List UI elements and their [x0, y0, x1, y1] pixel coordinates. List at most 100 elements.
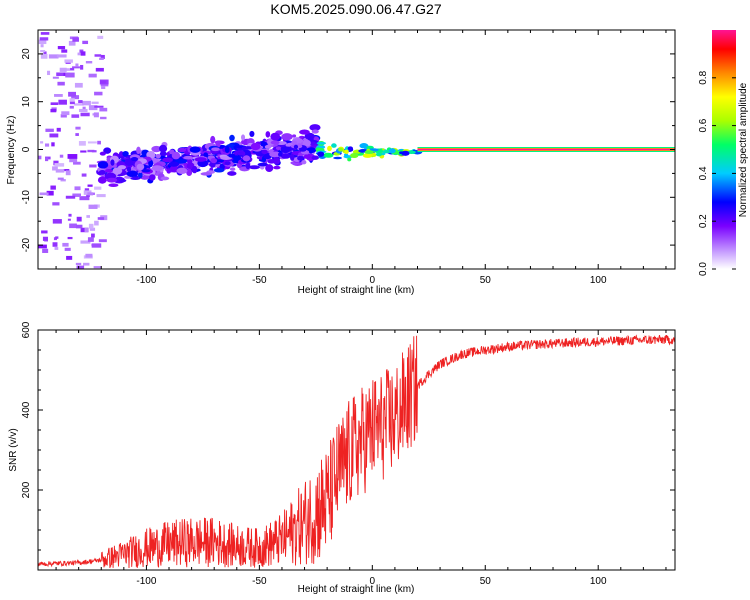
spectrogram-converging-mark	[347, 146, 354, 151]
spectrogram-band-mark	[224, 161, 231, 166]
spectrogram-band-mark	[177, 147, 187, 153]
spectrogram-band-mark	[151, 165, 163, 171]
spectrogram-band-mark	[103, 147, 112, 154]
spectrogram-noise-mark	[87, 237, 94, 242]
spectrogram-noise-mark	[50, 108, 57, 113]
spectrogram-noise-mark	[75, 262, 82, 266]
spectrogram-band-mark	[281, 133, 293, 141]
spectrogram-converging-mark	[343, 153, 349, 157]
spectrogram-noise-mark	[69, 98, 75, 102]
spectrogram-noise-mark	[94, 91, 103, 96]
spectrogram-noise-mark	[49, 133, 59, 138]
spectrogram-noise-mark	[60, 114, 67, 118]
spectrogram-noise-mark	[88, 105, 98, 111]
spectrogram-noise-mark	[88, 223, 94, 229]
spectrogram-noise-mark	[86, 215, 90, 218]
spectrogram-band-mark	[99, 151, 106, 156]
spectrogram-converging-mark	[331, 143, 337, 148]
spectrogram-noise-mark	[46, 190, 54, 196]
snr-x-tick-label: -50	[252, 576, 267, 587]
spectrogram-noise-mark	[91, 233, 95, 238]
spectrogram-noise-mark	[72, 193, 81, 197]
spectrogram-noise-mark	[67, 218, 71, 221]
spectrogram-noise-mark	[65, 195, 76, 199]
spectrogram-band-mark	[292, 134, 297, 138]
colorbar-tick-label: 0.6	[698, 118, 709, 132]
spectrogram-noise-mark	[40, 53, 48, 59]
spectrogram-noise-mark	[75, 224, 83, 229]
spectrogram-noise-mark	[80, 240, 91, 244]
spectrogram-noise-mark	[52, 219, 62, 224]
spectrogram-converging-mark	[407, 150, 416, 154]
spectrogram-noise-mark	[73, 161, 81, 165]
spectrogram-noise-mark	[56, 54, 67, 58]
spectrogram-band-mark	[158, 144, 168, 153]
spectrogram-noise-mark	[50, 102, 59, 106]
spectrogram-noise-mark	[72, 66, 80, 69]
spectrogram-band-mark	[122, 150, 129, 157]
spectrogram-band-mark	[280, 146, 291, 154]
spectrogram-band-mark	[126, 170, 139, 178]
spectrogram-noise-mark	[42, 248, 49, 253]
spectrogram-band-mark	[280, 153, 291, 159]
spectrogram-x-label: Height of straight line (km)	[298, 285, 415, 296]
spectrogram-noise-mark	[62, 242, 69, 247]
spectrogram-noise-mark	[50, 185, 56, 190]
spectrogram-band-mark	[213, 167, 225, 173]
spectrogram-noise-mark	[53, 160, 59, 166]
spectrogram-noise-mark	[55, 169, 65, 173]
spectrogram-noise-mark	[58, 99, 67, 105]
spectrogram-y-tick-label: -20	[21, 237, 32, 252]
spectrogram-noise-mark	[77, 52, 81, 56]
spectrogram-band-mark	[269, 151, 282, 158]
spectrogram-noise-mark	[74, 103, 84, 106]
spectrogram-noise-mark	[82, 100, 91, 106]
spectrogram-noise-mark	[54, 247, 59, 250]
spectrogram-noise-mark	[68, 40, 76, 46]
spectrogram-x-tick-label: -100	[136, 275, 156, 286]
spectrogram-band-mark	[249, 130, 255, 137]
spectrogram-y-tick-label: 20	[21, 48, 32, 60]
spectrogram-band-mark	[108, 183, 119, 187]
spectrogram-noise-mark	[69, 105, 74, 109]
snr-x-tick-label: 0	[370, 576, 376, 587]
spectrogram-band-mark	[118, 151, 124, 157]
spectrogram-band-mark	[141, 169, 151, 173]
spectrogram-noise-mark	[80, 112, 90, 117]
spectrogram-converging-mark	[388, 148, 396, 154]
spectrogram-band-mark	[124, 158, 134, 167]
spectrogram-noise-mark	[40, 49, 46, 53]
spectrogram-band-mark	[106, 177, 118, 183]
spectrogram-band-mark	[265, 131, 271, 138]
spectrogram-y-tick-label: 10	[21, 96, 32, 108]
spectrogram-converging-mark	[362, 153, 373, 158]
spectrogram-noise-mark	[59, 154, 64, 158]
colorbar-gradient	[712, 30, 736, 269]
spectrogram-noise-mark	[100, 54, 105, 59]
spectrogram-noise-mark	[57, 46, 66, 50]
spectrogram-noise-mark	[38, 39, 47, 45]
spectrogram-band-mark	[224, 145, 230, 154]
snr-series-line	[38, 334, 675, 569]
snr-x-tick-label: 100	[590, 576, 607, 587]
spectrogram-noise-mark	[79, 196, 90, 201]
spectrogram-noise-mark	[83, 262, 90, 266]
colorbar-tick-label: 0.4	[698, 166, 709, 180]
spectrogram-noise-mark	[43, 51, 47, 56]
spectrogram-noise-mark	[44, 143, 50, 147]
snr-x-label: Height of straight line (km)	[298, 584, 415, 595]
spectrogram-noise-mark	[47, 70, 51, 76]
spectrogram-noise-mark	[38, 244, 47, 249]
spectrogram-marks	[38, 32, 675, 269]
spectrogram-band-mark	[227, 171, 237, 176]
spectrogram-band-mark	[176, 167, 188, 174]
spectrogram-converging-mark	[359, 143, 369, 149]
spectrogram-y-tick-label: 0	[21, 146, 32, 152]
spectrogram-noise-mark	[60, 179, 66, 182]
spectrogram-noise-mark	[56, 127, 61, 132]
spectrogram-band-mark	[194, 157, 207, 162]
spectrogram-noise-mark	[97, 140, 101, 145]
spectrogram-noise-mark	[48, 54, 59, 59]
spectrogram-noise-mark	[54, 163, 65, 167]
spectrogram-noise-mark	[82, 106, 86, 110]
